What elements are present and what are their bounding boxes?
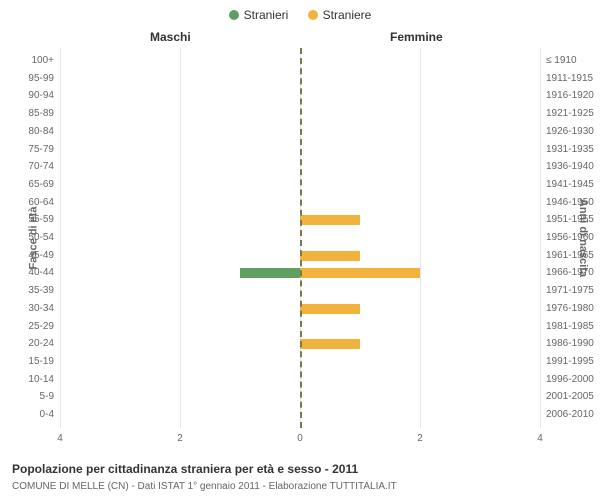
age-label: 20-24 <box>12 337 54 351</box>
age-label: 95-99 <box>12 72 54 86</box>
bar-female <box>300 339 360 349</box>
age-label: 0-4 <box>12 408 54 422</box>
birth-year-label: 1976-1980 <box>546 302 600 316</box>
age-label: 90-94 <box>12 89 54 103</box>
population-pyramid-chart: Stranieri Straniere Maschi Femmine Fasce… <box>0 0 600 500</box>
age-label: 60-64 <box>12 196 54 210</box>
birth-year-label: 1986-1990 <box>546 337 600 351</box>
x-tick: 4 <box>57 433 63 444</box>
age-label: 65-69 <box>12 178 54 192</box>
birth-year-label: 1936-1940 <box>546 160 600 174</box>
x-tick: 4 <box>537 433 543 444</box>
legend-swatch-female <box>308 10 318 20</box>
side-title-male: Maschi <box>150 30 191 44</box>
birth-year-label: ≤ 1910 <box>546 54 600 68</box>
bar-male <box>240 268 300 278</box>
birth-year-label: 1946-1950 <box>546 196 600 210</box>
birth-year-label: 1951-1955 <box>546 213 600 227</box>
age-label: 30-34 <box>12 302 54 316</box>
x-tick: 2 <box>417 433 423 444</box>
birth-year-label: 1991-1995 <box>546 355 600 369</box>
age-label: 15-19 <box>12 355 54 369</box>
age-label: 85-89 <box>12 107 54 121</box>
birth-year-label: 1941-1945 <box>546 178 600 192</box>
age-label: 55-59 <box>12 213 54 227</box>
age-label: 5-9 <box>12 390 54 404</box>
legend-item-female: Straniere <box>308 8 372 22</box>
chart-caption: Popolazione per cittadinanza straniera p… <box>12 462 358 476</box>
age-label: 50-54 <box>12 231 54 245</box>
x-tick: 0 <box>297 433 303 444</box>
bar-female <box>300 251 360 261</box>
center-axis <box>300 48 302 428</box>
birth-year-label: 1926-1930 <box>546 125 600 139</box>
age-label: 100+ <box>12 54 54 68</box>
age-label: 80-84 <box>12 125 54 139</box>
side-title-female: Femmine <box>390 30 443 44</box>
birth-year-label: 1911-1915 <box>546 72 600 86</box>
birth-year-label: 1931-1935 <box>546 143 600 157</box>
birth-year-label: 1961-1965 <box>546 249 600 263</box>
birth-year-label: 1996-2000 <box>546 373 600 387</box>
legend-label-male: Stranieri <box>244 8 289 22</box>
age-label: 40-44 <box>12 266 54 280</box>
age-label: 10-14 <box>12 373 54 387</box>
bar-female <box>300 215 360 225</box>
gridline <box>540 48 541 428</box>
age-label: 25-29 <box>12 320 54 334</box>
age-label: 75-79 <box>12 143 54 157</box>
x-tick: 2 <box>177 433 183 444</box>
birth-year-label: 2006-2010 <box>546 408 600 422</box>
birth-year-label: 1971-1975 <box>546 284 600 298</box>
age-label: 70-74 <box>12 160 54 174</box>
legend-swatch-male <box>229 10 239 20</box>
legend: Stranieri Straniere <box>0 8 600 23</box>
legend-label-female: Straniere <box>323 8 372 22</box>
chart-subcaption: COMUNE DI MELLE (CN) - Dati ISTAT 1° gen… <box>12 481 397 492</box>
plot-area: Fasce di età Anni di nascita 42024100+≤ … <box>60 48 540 428</box>
legend-item-male: Stranieri <box>229 8 289 22</box>
bar-female <box>300 304 360 314</box>
bar-female <box>300 268 420 278</box>
birth-year-label: 1956-1960 <box>546 231 600 245</box>
age-label: 35-39 <box>12 284 54 298</box>
birth-year-label: 1916-1920 <box>546 89 600 103</box>
birth-year-label: 2001-2005 <box>546 390 600 404</box>
birth-year-label: 1966-1970 <box>546 266 600 280</box>
birth-year-label: 1921-1925 <box>546 107 600 121</box>
age-label: 45-49 <box>12 249 54 263</box>
birth-year-label: 1981-1985 <box>546 320 600 334</box>
